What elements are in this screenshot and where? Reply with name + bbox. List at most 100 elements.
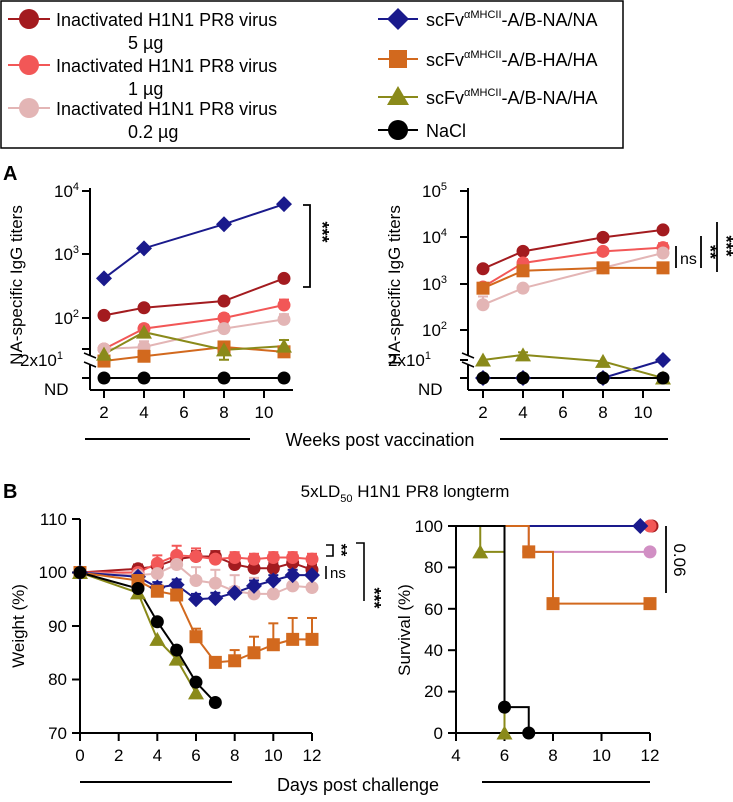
weight-point-ha-ha (189, 630, 203, 644)
survival-x-ticks: 4 6 8 10 12 (451, 733, 659, 765)
weight-point-pr8-1 (170, 548, 184, 562)
survival-line-nacl (456, 525, 530, 733)
weight-point-pr8-1 (247, 552, 261, 566)
weight-sig-bracket-2star (326, 544, 334, 557)
weight-point-pr8-5 (266, 561, 280, 575)
legend-label-na-ha: scFvαMHCII-A/B-NA/HA (426, 87, 598, 108)
legend-marker-pr8-5 (19, 9, 39, 29)
legend-label-pr8-5-line2: 5 µg (128, 33, 163, 53)
weight-point-pr8-02 (150, 567, 164, 581)
weight-point-pr8-02 (247, 587, 261, 601)
ha_titers-point-na-ha (475, 352, 491, 367)
weight-sig-label-3star: *** (364, 587, 384, 608)
na-y-tick-label: 104 (54, 181, 79, 201)
ha_titers-point-pr8-5 (476, 262, 490, 276)
na-y-tick-label: 103 (54, 244, 79, 264)
ha_titers-point-ha-ha (656, 261, 670, 275)
ha_titers-point-pr8-02 (516, 281, 530, 295)
weight-sig-bracket-3star (356, 542, 365, 601)
survival-x-tick-label: 10 (592, 746, 611, 765)
na_titers-point-pr8-5 (217, 294, 231, 308)
legend-label-pr8-02-line2: 0.2 µg (128, 122, 178, 142)
legend-label-nacl: NaCl (426, 121, 466, 141)
legend-marker-na-na (387, 8, 409, 30)
na-x-tick-label: 4 (139, 403, 148, 422)
survival-series-group (456, 518, 659, 740)
legend: Inactivated H1N1 PR8 virus 5 µg Inactiva… (0, 0, 624, 149)
survival-x-tick-label: 8 (548, 746, 557, 765)
survival-y-tick-label: 0 (434, 724, 443, 743)
na_titers-point-pr8-02 (217, 322, 231, 336)
na_titers-point-na-ha (276, 338, 292, 353)
weight-point-na-ha (168, 651, 185, 666)
survival-point-ha-ha (643, 597, 657, 611)
legend-na-na-super: αMHCII (464, 9, 502, 21)
survival-chart: 0 20 40 60 80 100 Survival (%) 4 6 8 10 … (395, 517, 689, 765)
survival-y-axis-label: Survival (%) (395, 584, 414, 676)
legend-ha-ha-super: αMHCII (464, 49, 502, 61)
na-x-tick-label: 8 (219, 403, 228, 422)
na-x-ticks: 2 4 6 8 10 (99, 390, 273, 422)
na_titers-point-pr8-02 (277, 312, 291, 326)
panel-label-b: B (3, 481, 17, 503)
ha_titers-point-nacl (656, 371, 670, 385)
weight-chart: 70 80 90 100 110 Weight (%) 0 2 4 6 8 10… (9, 510, 384, 765)
weight-y-axis-label: Weight (%) (9, 584, 28, 668)
legend-marker-pr8-02 (19, 98, 39, 118)
na_titers-line-pr8-02 (103, 318, 285, 350)
survival-x-tick-label: 6 (500, 746, 509, 765)
weight-point-na-na (265, 572, 282, 589)
weight-y-tick-label: 80 (48, 670, 67, 689)
ha_titers-point-na-ha (515, 347, 531, 362)
legend-marker-nacl (388, 120, 408, 140)
legend-label-na-na: scFvαMHCII-A/B-NA/NA (426, 9, 598, 30)
na-x-tick-label: 2 (99, 403, 108, 422)
survival-point-na-na (632, 518, 649, 534)
na_titers-point-nacl (97, 371, 111, 385)
legend-box (0, 0, 624, 149)
weight-point-nacl (189, 675, 203, 689)
survival-point-pr8-02 (643, 545, 657, 559)
weight-point-nacl (73, 566, 87, 579)
weight-point-na-ha (188, 685, 204, 700)
ha-axis-break-bottom (461, 361, 475, 368)
legend-na-na-prefix: scFv (426, 10, 464, 30)
na-axis-break-top (83, 352, 97, 359)
na_titers-point-na-na (96, 270, 112, 287)
weight-point-ha-ha (266, 638, 280, 652)
legend-na-ha-suffix: -A/B-NA/HA (502, 88, 598, 108)
na-series-group (96, 196, 292, 385)
legend-label-ha-ha: scFvαMHCII-A/B-HA/HA (426, 49, 598, 70)
ha-y-axis-label: HA-specific IgG titers (385, 205, 404, 365)
weight-point-nacl (131, 582, 145, 596)
weight-y-ticks: 70 80 90 100 110 (39, 510, 80, 743)
na_titers-line-pr8-5 (103, 277, 285, 317)
survival-point-na-ha (496, 725, 513, 740)
na_titers-point-na-ha (136, 324, 152, 339)
ha_titers-point-pr8-02 (476, 298, 490, 312)
weight-point-na-ha (149, 631, 166, 646)
na-y-tick-label: 102 (54, 308, 79, 328)
ha-x-ticks: 2 4 6 8 10 (478, 390, 652, 422)
weight-point-ha-ha (170, 588, 184, 602)
ha-titers-chart: 105 104 103 102 2x101 ND HA-specific IgG… (385, 181, 733, 422)
ha_titers-point-pr8-1 (596, 244, 610, 258)
na_titers-point-pr8-5 (137, 301, 151, 315)
ha-y-tick-label: 103 (422, 274, 447, 294)
weight-point-nacl (208, 696, 222, 710)
weight-point-na-na (284, 567, 301, 584)
legend-na-ha-prefix: scFv (426, 88, 464, 108)
na_titers-point-na-na (136, 240, 152, 257)
survival-y-tick-label: 40 (424, 641, 443, 660)
weight-y-tick-label: 100 (39, 563, 67, 582)
weight-y-tick-label: 70 (48, 724, 67, 743)
weight-point-nacl (170, 643, 184, 657)
b-title: 5xLD50 H1N1 PR8 longterm (301, 482, 510, 505)
na-significance-bracket (303, 204, 311, 288)
ha_titers-point-nacl (596, 371, 610, 385)
weight-point-pr8-02 (286, 579, 300, 593)
na-y-tick-label: ND (44, 380, 69, 399)
ha_titers-point-ha-ha (596, 261, 610, 275)
na_titers-line-pr8-1 (103, 304, 285, 350)
